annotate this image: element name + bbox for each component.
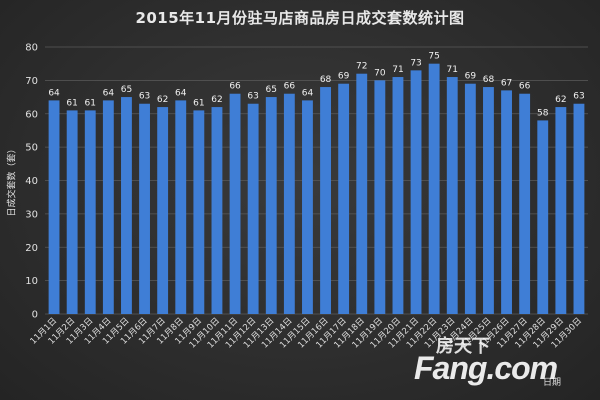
data-label: 62 bbox=[157, 95, 168, 105]
data-label: 66 bbox=[519, 82, 531, 92]
y-tick-label: 80 bbox=[25, 43, 38, 54]
bar bbox=[265, 97, 277, 314]
watermark-top-text: 房天下 bbox=[436, 336, 490, 357]
data-label: 66 bbox=[284, 82, 296, 92]
y-tick-label: 50 bbox=[25, 143, 38, 154]
bar bbox=[410, 70, 422, 314]
bar bbox=[537, 120, 549, 314]
bar bbox=[428, 63, 440, 314]
y-tick-label: 20 bbox=[25, 243, 38, 254]
bar bbox=[48, 100, 60, 315]
data-label: 62 bbox=[211, 95, 222, 105]
bar bbox=[338, 83, 350, 315]
data-label: 64 bbox=[175, 88, 187, 98]
bar bbox=[374, 80, 386, 314]
data-label: 64 bbox=[302, 88, 314, 98]
y-tick-label: 10 bbox=[25, 276, 38, 287]
bar bbox=[157, 107, 169, 314]
bar bbox=[555, 107, 567, 314]
data-label: 66 bbox=[229, 82, 241, 92]
bar bbox=[229, 93, 241, 314]
data-label: 62 bbox=[555, 95, 566, 105]
bar bbox=[102, 100, 114, 315]
data-label: 63 bbox=[247, 92, 258, 102]
bar bbox=[392, 77, 404, 314]
bar bbox=[247, 103, 259, 314]
bar bbox=[519, 93, 531, 314]
data-label: 68 bbox=[320, 75, 332, 85]
data-label: 73 bbox=[410, 58, 421, 68]
bar bbox=[84, 110, 96, 314]
bar bbox=[283, 93, 295, 314]
y-tick-label: 60 bbox=[25, 109, 38, 120]
data-label: 61 bbox=[193, 98, 204, 108]
data-label: 65 bbox=[266, 85, 277, 95]
data-label: 58 bbox=[537, 108, 549, 118]
watermark-main-text: Fang.com bbox=[414, 350, 558, 386]
chart-title: 2015年11月份驻马店商品房日成交套数统计图 bbox=[135, 9, 465, 27]
bar bbox=[302, 100, 313, 315]
bar bbox=[211, 107, 223, 314]
data-label: 68 bbox=[483, 75, 495, 85]
fang-logo-watermark: 房天下 Fang.com bbox=[414, 328, 558, 392]
data-label: 61 bbox=[85, 98, 96, 108]
y-tick-label: 30 bbox=[25, 209, 38, 220]
y-tick-label: 70 bbox=[25, 76, 38, 87]
bar bbox=[573, 103, 585, 314]
bar bbox=[121, 97, 132, 314]
bar bbox=[464, 83, 476, 315]
grid-lines bbox=[45, 46, 588, 315]
data-label: 71 bbox=[447, 65, 458, 75]
bar bbox=[356, 73, 368, 314]
bar bbox=[483, 87, 494, 314]
data-label: 64 bbox=[48, 88, 60, 98]
data-label: 72 bbox=[356, 62, 367, 72]
bar bbox=[175, 100, 187, 315]
bar bbox=[139, 103, 150, 314]
data-label: 69 bbox=[338, 72, 350, 82]
bar bbox=[501, 90, 512, 314]
y-tick-labels: 0 10 20 30 40 50 60 70 80 bbox=[25, 43, 38, 321]
y-tick-label: 40 bbox=[25, 176, 38, 187]
x-axis-label: 日期 bbox=[543, 378, 562, 388]
data-label: 63 bbox=[139, 92, 150, 102]
bars bbox=[48, 63, 585, 315]
data-label: 67 bbox=[501, 78, 512, 88]
bar bbox=[66, 110, 78, 314]
bar bbox=[193, 110, 205, 314]
data-label: 65 bbox=[121, 85, 132, 95]
data-label: 70 bbox=[374, 68, 386, 78]
data-label: 63 bbox=[573, 92, 584, 102]
bar bbox=[446, 77, 458, 314]
data-label: 71 bbox=[392, 65, 403, 75]
data-label: 75 bbox=[428, 52, 439, 62]
bar bbox=[320, 87, 331, 314]
y-tick-label: 0 bbox=[32, 310, 38, 321]
data-label: 64 bbox=[103, 88, 115, 98]
data-label: 69 bbox=[465, 72, 477, 82]
data-labels: 64 61 61 64 65 63 62 64 61 62 66 63 65 66 64 68 69 72 70 71… bbox=[48, 52, 584, 119]
data-label: 61 bbox=[66, 98, 77, 108]
